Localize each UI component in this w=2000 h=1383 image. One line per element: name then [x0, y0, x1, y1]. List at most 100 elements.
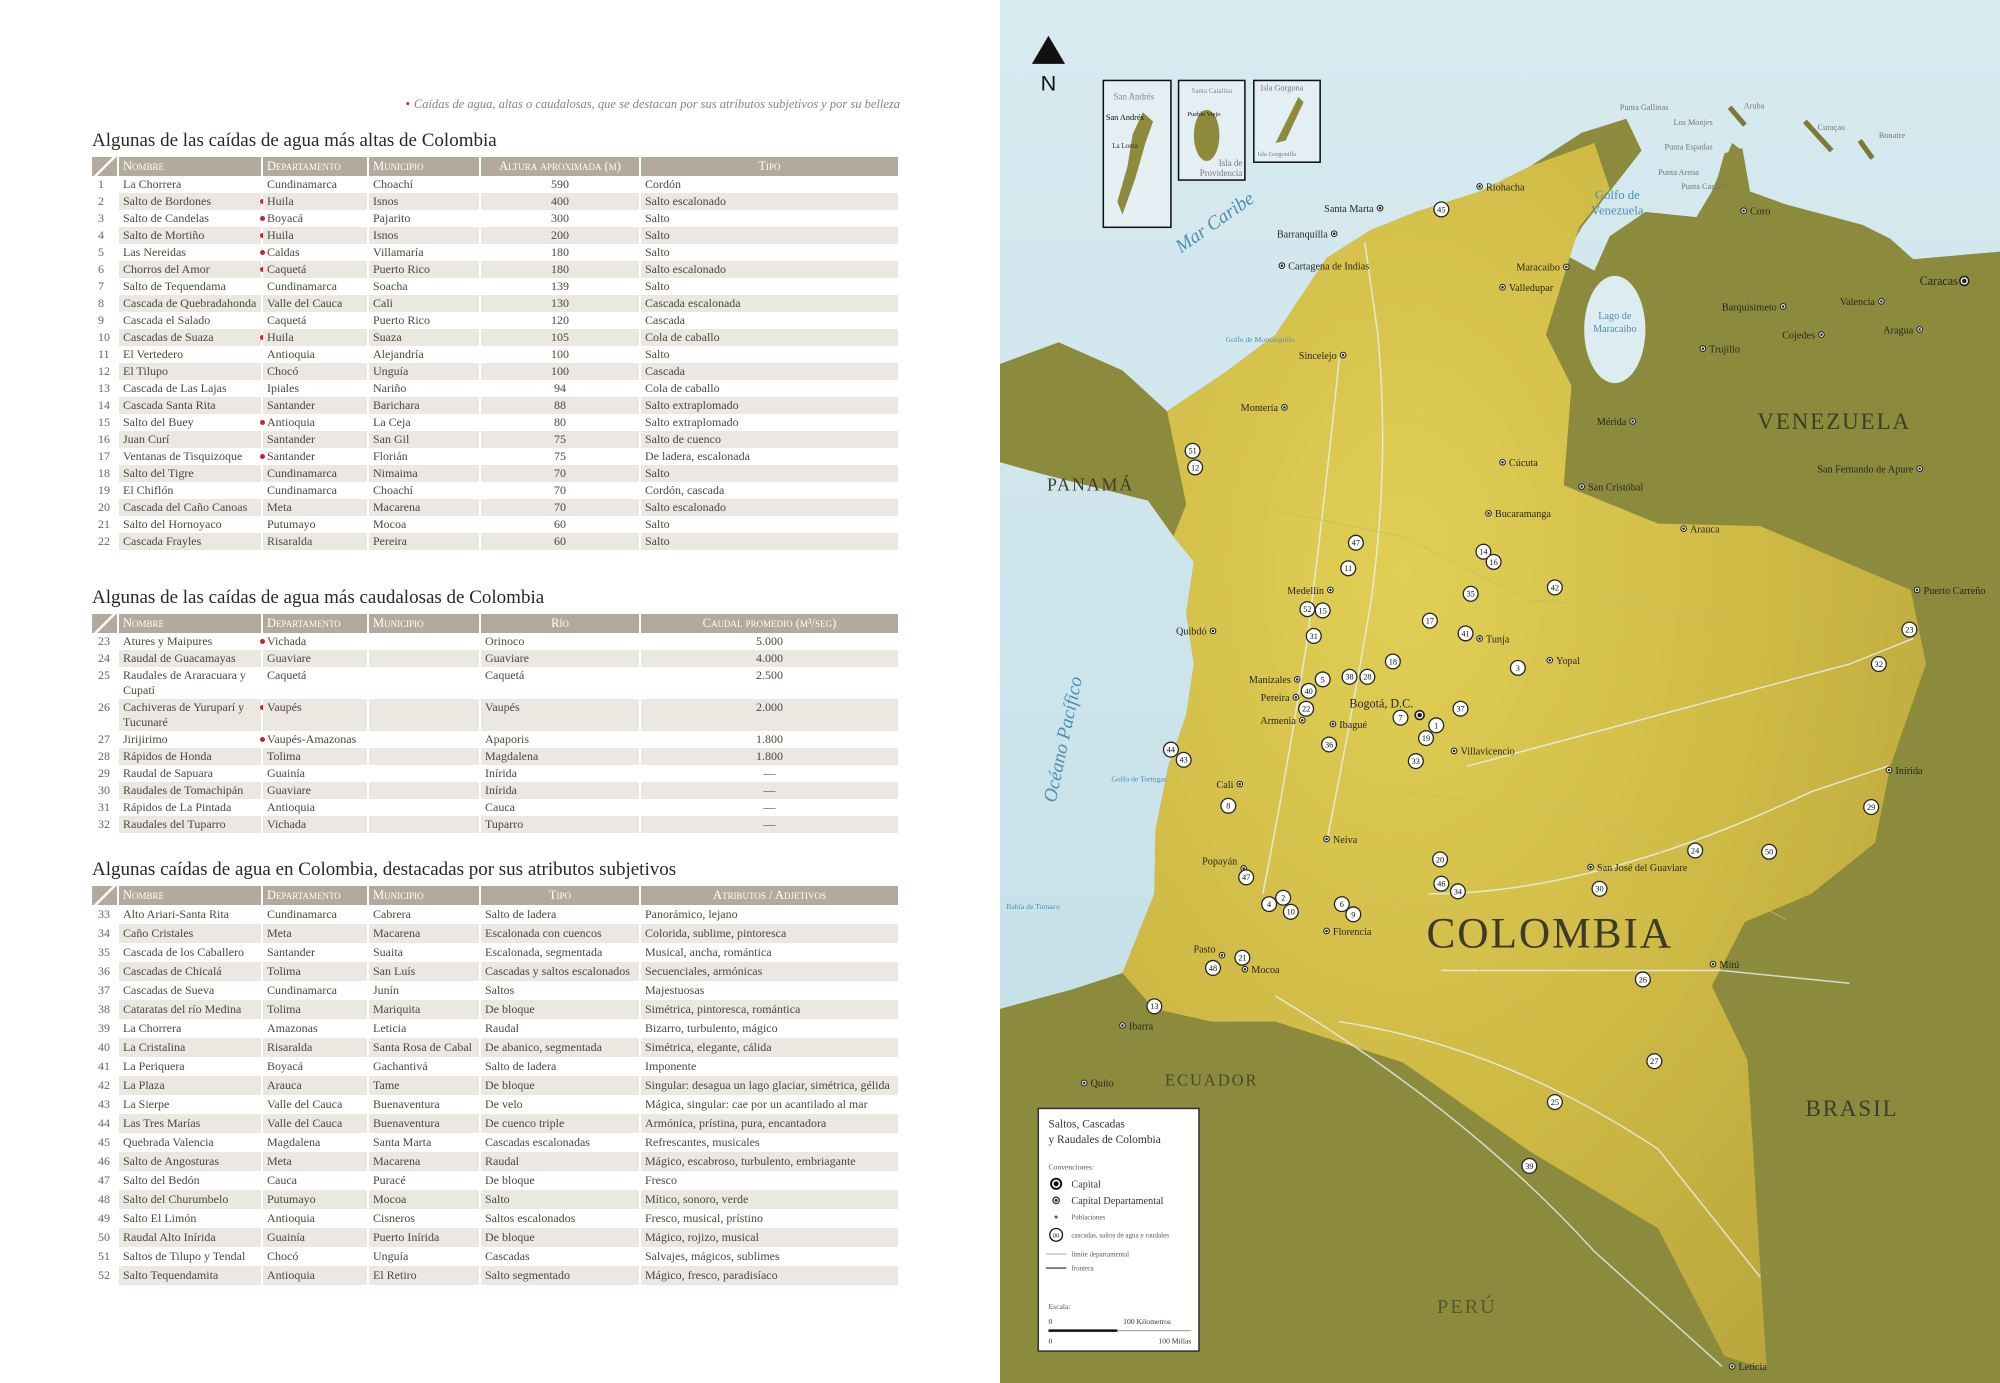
column-header[interactable]: [92, 157, 119, 176]
city-label: Mitú: [1719, 960, 1739, 971]
waterfall-marker[interactable]: 44: [1162, 741, 1179, 758]
waterfall-marker[interactable]: 19: [1417, 730, 1435, 747]
column-header[interactable]: Departamento: [262, 614, 369, 633]
cell-mun: Villamaría: [368, 244, 481, 261]
waterfall-marker[interactable]: 15: [1314, 602, 1331, 619]
column-header[interactable]: Nombre: [118, 157, 263, 176]
waterfall-marker[interactable]: 7: [1392, 709, 1409, 726]
cell-text: Macarena: [373, 926, 421, 940]
column-header[interactable]: Tipo: [640, 157, 900, 176]
cell-text: Salto de Angosturas: [123, 1154, 219, 1168]
city-label: Leticia: [1739, 1362, 1768, 1373]
waterfall-marker[interactable]: 46: [1433, 875, 1450, 892]
column-header[interactable]: [92, 886, 119, 905]
waterfall-marker[interactable]: 17: [1421, 612, 1438, 629]
waterfall-marker[interactable]: 4: [1261, 896, 1278, 913]
waterfall-marker[interactable]: 39: [1521, 1157, 1538, 1174]
waterfall-marker[interactable]: 11: [1340, 560, 1357, 577]
column-header[interactable]: Nombre: [118, 886, 263, 905]
waterfall-marker[interactable]: 50: [1761, 843, 1778, 860]
waterfall-marker[interactable]: 3: [1509, 659, 1526, 676]
waterfall-marker[interactable]: 29: [1863, 799, 1880, 816]
cell-n: 36: [92, 962, 119, 981]
cell-text: Isnos: [373, 194, 399, 208]
waterfall-marker[interactable]: 9: [1345, 906, 1362, 923]
cell-text: Mariquita: [373, 1002, 421, 1016]
waterfall-marker[interactable]: 26: [1634, 971, 1651, 988]
waterfall-marker[interactable]: 10: [1282, 903, 1299, 920]
waterfall-marker[interactable]: 42: [1546, 579, 1563, 596]
waterfall-marker[interactable]: 5: [1314, 671, 1331, 688]
colombia-territory: [1122, 143, 1927, 1369]
column-header[interactable]: Departamento: [262, 157, 369, 176]
place-label: Punta Cardón: [1681, 182, 1727, 191]
cell-text: Valle del Cauca: [267, 1097, 343, 1111]
city-label: Ibagué: [1339, 720, 1367, 731]
waterfall-marker[interactable]: 43: [1175, 751, 1192, 768]
column-header[interactable]: Río: [480, 614, 641, 633]
column-header[interactable]: Caudal promedio (m³/seg): [640, 614, 900, 633]
column-header[interactable]: Departamento: [262, 886, 369, 905]
cell-tipo: Bizarro, turbulento, mágico: [640, 1019, 900, 1038]
waterfall-marker[interactable]: 2: [1275, 889, 1292, 906]
waterfall-marker[interactable]: 52: [1299, 601, 1316, 618]
waterfall-marker[interactable]: 20: [1432, 851, 1449, 868]
cell-n: 15: [92, 414, 119, 431]
cell-tipo: 5.000: [640, 633, 900, 650]
waterfall-marker-circle: [1407, 753, 1424, 770]
column-header[interactable]: Nombre: [118, 614, 263, 633]
waterfall-marker[interactable]: 16: [1485, 553, 1502, 570]
waterfall-marker[interactable]: 35: [1462, 585, 1479, 602]
waterfall-marker[interactable]: 22: [1298, 700, 1315, 717]
cell-val: 75: [480, 448, 641, 465]
waterfall-marker-number: 41: [1461, 629, 1469, 638]
cell-val: 130: [480, 295, 641, 312]
waterfall-marker[interactable]: 33: [1407, 753, 1424, 770]
waterfall-marker[interactable]: 40: [1300, 682, 1317, 699]
waterfall-marker[interactable]: 6: [1333, 896, 1350, 913]
column-header[interactable]: Altura aproximada (m): [480, 157, 641, 176]
waterfall-marker[interactable]: 51: [1184, 442, 1201, 459]
waterfall-marker[interactable]: 8: [1220, 797, 1237, 814]
column-header[interactable]: [92, 614, 119, 633]
cell-text: Salto escalonado: [645, 194, 726, 208]
cell-dep: Cundinamarca: [262, 482, 369, 499]
waterfall-marker[interactable]: 32: [1870, 655, 1887, 673]
column-header[interactable]: Municipio: [368, 157, 481, 176]
waterfall-marker[interactable]: 34: [1449, 883, 1466, 900]
waterfall-marker[interactable]: 41: [1457, 625, 1474, 642]
column-header[interactable]: Tipo: [480, 886, 641, 905]
waterfall-marker[interactable]: 23: [1901, 621, 1918, 638]
waterfall-marker[interactable]: 27: [1646, 1053, 1663, 1070]
cell-n: 34: [92, 924, 119, 943]
waterfall-marker[interactable]: 12: [1187, 459, 1204, 476]
waterfall-marker[interactable]: 30: [1591, 880, 1608, 897]
waterfall-marker[interactable]: 13: [1146, 998, 1163, 1015]
column-header[interactable]: Municipio: [368, 886, 481, 905]
cell-tipo: 1.800: [640, 731, 900, 748]
cell-name: Alto Ariari-Santa Rita: [118, 905, 263, 924]
waterfall-marker[interactable]: 38: [1341, 668, 1358, 685]
cell-text: Guaviare: [267, 651, 311, 665]
waterfall-marker-number: 25: [1551, 1098, 1559, 1107]
waterfall-marker[interactable]: 24: [1687, 842, 1704, 859]
waterfall-marker[interactable]: 25: [1546, 1094, 1563, 1111]
waterfall-marker[interactable]: 47: [1347, 534, 1364, 551]
waterfall-marker[interactable]: 21: [1234, 949, 1251, 966]
waterfall-marker[interactable]: 47: [1238, 869, 1255, 886]
cell-dep: Putumayo: [262, 516, 369, 533]
waterfall-marker[interactable]: 1: [1428, 717, 1445, 734]
waterfall-marker[interactable]: 28: [1359, 668, 1376, 685]
cell-text: Salto escalonado: [645, 500, 726, 514]
waterfall-marker[interactable]: 18: [1384, 653, 1401, 670]
waterfall-marker[interactable]: 31: [1305, 627, 1322, 644]
waterfall-marker[interactable]: 37: [1452, 700, 1469, 717]
waterfall-marker[interactable]: 45: [1433, 201, 1450, 218]
waterfall-marker[interactable]: 36: [1321, 736, 1338, 753]
waterfall-marker[interactable]: 48: [1204, 959, 1222, 977]
cell-dep: Tolima: [262, 748, 369, 765]
waterfall-marker[interactable]: 14: [1475, 543, 1492, 560]
column-header[interactable]: Atributos / Adjetivos: [640, 886, 900, 905]
column-header[interactable]: Municipio: [368, 614, 481, 633]
cell-tipo: —: [640, 782, 900, 799]
